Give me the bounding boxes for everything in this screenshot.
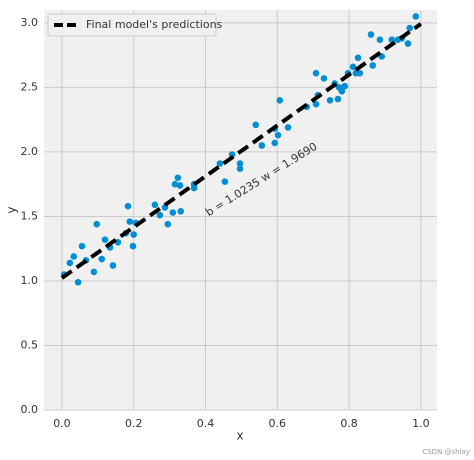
scatter-point <box>334 95 342 103</box>
scatter-point <box>367 31 375 38</box>
scatter-point <box>174 174 182 182</box>
scatter-point <box>354 54 362 62</box>
y-tick-label: 2.0 <box>21 145 39 158</box>
scatter-point <box>349 63 357 71</box>
legend-label: Final model's predictions <box>86 18 223 31</box>
y-tick-label: 0.5 <box>21 338 39 351</box>
scatter-point <box>164 220 172 228</box>
scatter-point <box>274 131 282 139</box>
scatter-point <box>276 97 284 104</box>
x-tick-label: 0.4 <box>197 417 215 430</box>
scatter-point <box>216 160 224 167</box>
scatter-point <box>177 207 185 215</box>
scatter-point <box>101 236 109 243</box>
scatter-point <box>130 231 138 238</box>
scatter-point <box>124 202 132 210</box>
scatter-point <box>236 165 244 173</box>
scatter-point <box>406 24 414 32</box>
x-tick-label: 0.0 <box>53 417 71 430</box>
scatter-point <box>312 100 320 108</box>
plot-area <box>44 10 437 410</box>
x-tick-label: 1.0 <box>412 417 430 430</box>
scatter-point <box>312 69 320 77</box>
scatter-point <box>70 253 78 260</box>
prediction-line <box>60 22 423 280</box>
scatter-point <box>376 36 384 43</box>
scatter-point <box>404 40 412 47</box>
scatter-point <box>284 124 292 131</box>
y-tick-label: 2.5 <box>21 80 39 93</box>
scatter-point <box>129 242 137 250</box>
y-tick-label: 0.0 <box>21 403 39 416</box>
scatter-point <box>98 255 106 263</box>
scatter-point <box>176 182 184 189</box>
scatter-point <box>90 268 98 276</box>
scatter-point <box>326 97 334 104</box>
scatter-point <box>221 178 229 185</box>
y-axis-label: y <box>5 206 19 213</box>
y-tick-label: 1.5 <box>21 209 39 222</box>
scatter-point <box>169 209 177 216</box>
scatter-point <box>171 180 179 188</box>
scatter-point <box>126 218 134 225</box>
scatter-point <box>228 151 236 158</box>
y-tick-label: 1.0 <box>21 274 39 287</box>
scatter-point <box>271 139 279 147</box>
scatter-point <box>258 142 266 149</box>
legend-box <box>47 13 217 37</box>
x-tick-label: 0.8 <box>340 417 358 430</box>
scatter-point <box>74 278 82 286</box>
scatter-point <box>151 201 159 209</box>
x-axis-label: x <box>236 429 243 443</box>
scatter-point <box>252 121 260 129</box>
scatter-point <box>338 87 346 95</box>
scatter-point <box>156 211 164 219</box>
scatter-point <box>356 69 364 77</box>
scatter-point <box>109 262 117 269</box>
scatter-point <box>412 13 420 20</box>
scatter-point <box>93 220 101 228</box>
watermark: CSDN @shlay <box>422 448 470 456</box>
scatter-point <box>341 82 349 90</box>
scatter-point <box>190 184 198 192</box>
x-tick-label: 0.2 <box>125 417 143 430</box>
scatter-point <box>236 160 244 167</box>
x-tick-label: 0.6 <box>269 417 287 430</box>
scatter-point <box>66 259 74 267</box>
scatter-point <box>320 75 328 82</box>
y-tick-label: 3.0 <box>21 16 39 29</box>
scatter-point <box>78 242 86 250</box>
scatter-point <box>369 62 377 69</box>
